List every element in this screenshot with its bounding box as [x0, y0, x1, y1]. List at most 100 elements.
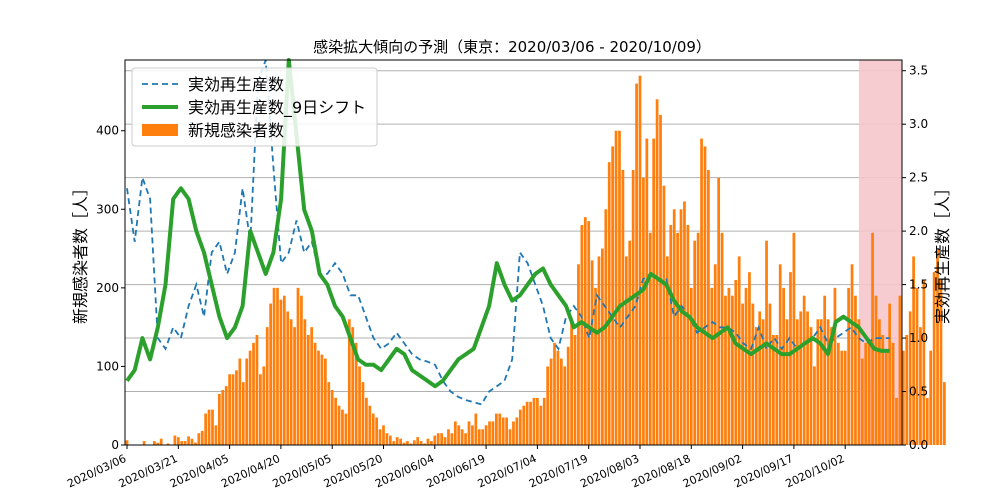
bar-70 — [365, 397, 368, 445]
bar-169 — [703, 146, 707, 445]
bar-175 — [724, 295, 727, 445]
bar-137 — [594, 287, 597, 445]
bar-124 — [549, 358, 553, 445]
bar-121 — [539, 405, 543, 445]
bar-223 — [888, 303, 892, 445]
bar-57 — [320, 354, 324, 445]
bar-101 — [471, 425, 474, 445]
bar-216 — [864, 342, 868, 445]
bar-226 — [898, 295, 902, 445]
bar-125 — [553, 342, 556, 445]
bar-146 — [624, 256, 628, 445]
bar-50 — [296, 287, 300, 445]
left-tick-label-0: 0 — [111, 438, 119, 452]
bar-198 — [802, 295, 806, 445]
bar-206 — [830, 327, 833, 445]
bar-60 — [330, 390, 334, 445]
bar-173 — [717, 177, 721, 445]
bar-79 — [395, 437, 399, 445]
bar-44 — [276, 287, 279, 445]
bar-67 — [354, 342, 358, 445]
bar-25 — [211, 409, 214, 445]
bar-59 — [327, 382, 331, 445]
bar-215 — [860, 358, 864, 445]
bar-14 — [173, 435, 177, 445]
bar-199 — [806, 311, 809, 445]
bar-5 — [142, 441, 146, 445]
bar-174 — [720, 232, 724, 445]
bar-98 — [460, 429, 464, 445]
bar-0 — [125, 440, 129, 445]
bar-232 — [919, 327, 922, 445]
bar-54 — [310, 327, 314, 445]
bar-150 — [638, 75, 642, 445]
bar-186 — [761, 319, 765, 445]
bar-204 — [823, 295, 827, 445]
bar-234 — [925, 397, 929, 445]
bar-188 — [768, 303, 772, 445]
bar-176 — [727, 287, 731, 445]
bar-123 — [546, 366, 550, 445]
bar-34 — [241, 382, 245, 445]
bar-130 — [570, 319, 573, 445]
bar-83 — [409, 443, 413, 445]
right-tick-label-0: 0.0 — [909, 438, 928, 452]
bar-91 — [436, 433, 440, 445]
bar-78 — [392, 441, 396, 445]
bar-238 — [939, 280, 943, 445]
right-tick-label-7: 3.5 — [909, 64, 928, 78]
bar-170 — [707, 170, 710, 445]
bar-118 — [529, 401, 532, 445]
bar-49 — [293, 327, 296, 445]
bar-227 — [901, 350, 905, 445]
bar-77 — [388, 435, 392, 445]
bar-40 — [262, 366, 266, 445]
bar-19 — [190, 438, 194, 445]
bar-22 — [200, 430, 204, 445]
bar-18 — [187, 436, 190, 445]
bar-217 — [867, 342, 871, 445]
bar-38 — [255, 335, 259, 445]
bar-236 — [932, 272, 936, 445]
bar-143 — [614, 130, 618, 445]
bar-149 — [635, 83, 638, 446]
bar-16 — [180, 441, 184, 445]
bar-214 — [857, 319, 861, 445]
bar-190 — [775, 335, 779, 445]
bar-93 — [443, 437, 447, 445]
bar-58 — [323, 358, 327, 445]
bar-42 — [269, 303, 273, 445]
bar-167 — [696, 232, 700, 445]
right-tick-label-4: 2.0 — [909, 224, 928, 238]
bar-86 — [419, 441, 423, 445]
bar-10 — [159, 438, 163, 445]
bar-126 — [556, 350, 560, 445]
bar-56 — [317, 350, 320, 445]
bar-159 — [669, 225, 673, 445]
bar-144 — [618, 130, 621, 445]
bar-47 — [286, 311, 290, 445]
bar-24 — [207, 409, 211, 445]
bar-64 — [344, 413, 348, 445]
bar-221 — [881, 335, 885, 445]
bar-209 — [840, 350, 844, 445]
bar-29 — [224, 386, 228, 445]
bar-163 — [683, 201, 686, 445]
bar-51 — [300, 295, 303, 445]
bar-208 — [836, 342, 840, 445]
legend-rt-label: 実効再生産数 — [188, 75, 284, 94]
bar-196 — [795, 319, 799, 445]
bar-138 — [597, 256, 601, 445]
bar-68 — [358, 366, 361, 445]
bar-111 — [505, 417, 508, 445]
bar-92 — [440, 433, 444, 445]
bar-222 — [884, 350, 888, 445]
bar-87 — [423, 443, 426, 445]
bar-151 — [642, 177, 645, 445]
bar-193 — [785, 319, 789, 445]
bar-27 — [217, 393, 221, 445]
bar-178 — [734, 280, 738, 445]
bar-225 — [895, 397, 898, 445]
bar-228 — [905, 335, 909, 445]
bar-106 — [488, 421, 491, 445]
